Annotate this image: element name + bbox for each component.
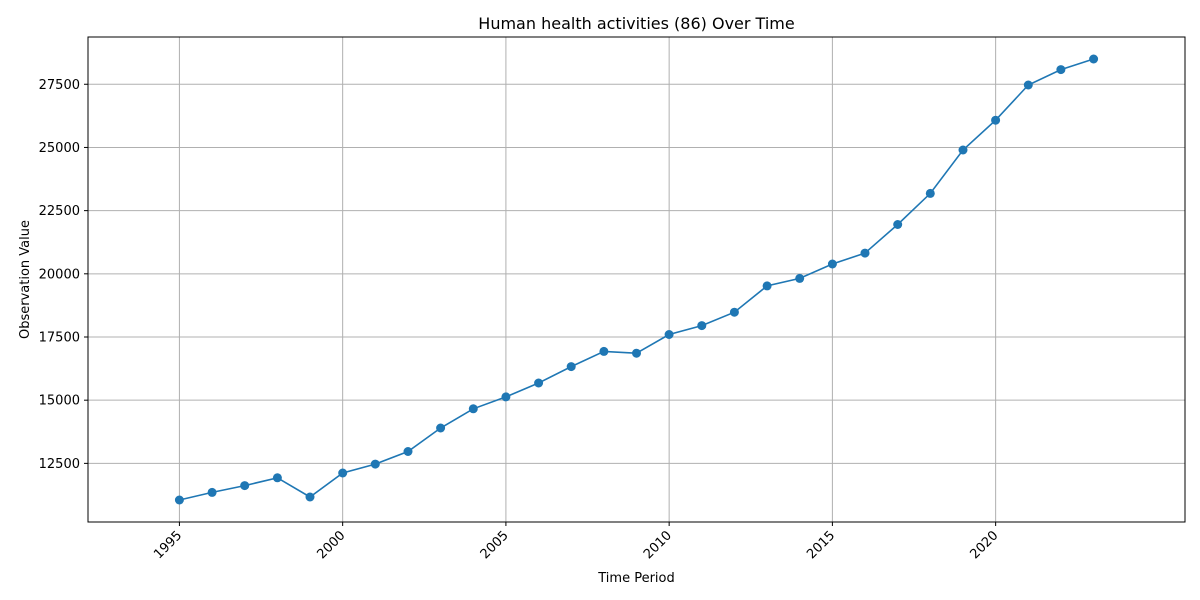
data-point — [566, 362, 576, 372]
data-point — [305, 492, 315, 502]
ticks: 1995 2000 2005 2010 2015 2020 12500 15000 17500 2… — [39, 78, 1002, 562]
data-point — [893, 220, 903, 229]
x-tick-label: 2010 — [641, 528, 675, 562]
data-point — [501, 392, 511, 402]
data-point — [827, 259, 837, 269]
x-tick-label: 1995 — [151, 528, 185, 562]
x-tick-label: 2000 — [314, 528, 348, 562]
data-point — [729, 307, 739, 317]
data-point — [664, 330, 674, 339]
data-point — [1056, 65, 1066, 75]
data-point — [534, 378, 544, 388]
data-point — [925, 188, 935, 198]
data-point — [468, 404, 478, 414]
y-tick-label: 15000 — [39, 394, 80, 409]
data-point — [370, 459, 380, 469]
data-point — [795, 273, 805, 283]
y-tick-label: 12500 — [39, 457, 80, 472]
data-point — [338, 468, 348, 478]
x-tick-label: 2005 — [478, 528, 512, 562]
data-point — [1023, 80, 1033, 90]
x-axis-title: Time Period — [597, 571, 674, 586]
x-tick-label: 2015 — [804, 528, 838, 562]
y-axis-title: Observation Value — [18, 220, 33, 339]
data-point — [1089, 54, 1099, 64]
series-line — [179, 58, 1094, 501]
data-point — [207, 487, 217, 497]
series-layer — [174, 54, 1099, 505]
y-tick-label: 17500 — [39, 330, 80, 345]
y-tick-label: 22500 — [39, 204, 80, 219]
data-point — [174, 495, 184, 505]
data-point — [599, 346, 609, 356]
y-tick-label: 27500 — [39, 78, 80, 93]
chart-title: Human health activities (86) Over Time — [478, 14, 794, 33]
data-point — [860, 248, 870, 258]
grid — [88, 37, 1185, 522]
data-point — [272, 473, 282, 483]
data-point — [762, 281, 772, 291]
data-point — [240, 481, 250, 491]
data-point — [436, 423, 446, 433]
data-point — [403, 447, 413, 456]
y-tick-label: 25000 — [39, 141, 80, 156]
data-point — [632, 348, 641, 358]
plot-frame — [87, 36, 1186, 523]
data-point — [991, 115, 1001, 125]
x-tick-label: 2020 — [967, 528, 1001, 562]
data-point — [697, 321, 707, 331]
y-tick-label: 20000 — [39, 267, 80, 282]
data-point — [958, 145, 968, 155]
